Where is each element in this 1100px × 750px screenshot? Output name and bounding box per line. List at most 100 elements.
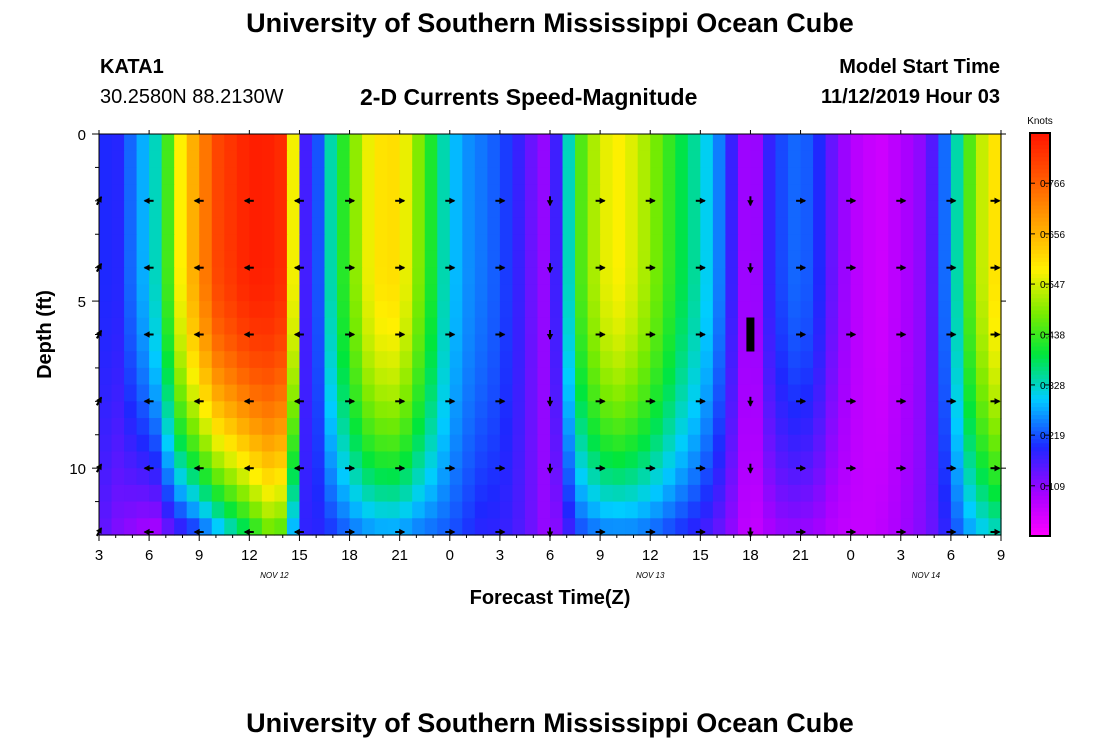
current-arrow-head [243, 264, 250, 271]
heatmap-cell [199, 484, 213, 503]
heatmap-cell [337, 451, 351, 469]
colorbar-segment [1030, 217, 1050, 223]
heatmap-cell [224, 351, 238, 369]
heatmap-cell [474, 468, 488, 486]
heatmap-cell [236, 418, 250, 436]
heatmap-cell [236, 451, 250, 469]
heatmap-cell [575, 250, 589, 269]
heatmap-cell [637, 484, 651, 503]
heatmap-cell [700, 384, 714, 402]
heatmap-cell [537, 167, 551, 185]
colorbar-tick-label: 0.328 [1040, 381, 1065, 392]
heatmap-cell [600, 451, 614, 469]
heatmap-cell [938, 451, 952, 469]
heatmap-cell [650, 501, 664, 519]
heatmap-cell [161, 418, 175, 436]
heatmap-cell [975, 217, 990, 235]
heatmap-cell [99, 501, 113, 519]
heatmap-cell [174, 484, 188, 503]
heatmap-cell [875, 150, 889, 169]
heatmap-cell [838, 484, 852, 503]
heatmap-cell [499, 267, 514, 285]
heatmap-cell [249, 468, 263, 486]
heatmap-cell [637, 334, 651, 352]
heatmap-cell [286, 184, 301, 202]
heatmap-cell [499, 501, 514, 519]
heatmap-cell [286, 418, 301, 436]
heatmap-cell [111, 317, 125, 336]
heatmap-cell [286, 484, 301, 503]
heatmap-cell [900, 351, 914, 369]
colorbar-segment [1030, 157, 1050, 162]
current-arrow-head [950, 331, 957, 338]
colorbar-segment [1030, 390, 1050, 396]
heatmap-cell [800, 217, 814, 235]
colorbar-segment [1030, 451, 1050, 456]
heatmap-cell [362, 451, 376, 469]
heatmap-cell [374, 150, 388, 169]
heatmap-cell [499, 284, 514, 302]
heatmap-cell [550, 317, 564, 336]
heatmap-cell [362, 334, 376, 352]
heatmap-cell [825, 501, 839, 519]
heatmap-cell [537, 501, 551, 519]
heatmap-cell [224, 484, 238, 503]
heatmap-cell [600, 267, 614, 285]
heatmap-cell [925, 284, 939, 302]
heatmap-cell [224, 334, 238, 352]
heatmap-cell [374, 451, 388, 469]
heatmap-cell [612, 384, 626, 402]
heatmap-cell [337, 250, 351, 269]
current-arrow-head [900, 197, 907, 204]
heatmap-cell [838, 217, 852, 235]
heatmap-cell [975, 184, 990, 202]
heatmap-cell [362, 501, 376, 519]
heatmap-cell [211, 234, 225, 252]
heatmap-cell [825, 367, 839, 386]
heatmap-cell [337, 200, 351, 219]
heatmap-cell [625, 134, 639, 152]
heatmap-cell [913, 284, 927, 302]
heatmap-cell [825, 284, 839, 302]
heatmap-cell [449, 250, 463, 269]
heatmap-cell [687, 301, 701, 319]
heatmap-cell [186, 167, 200, 185]
heatmap-cell [136, 150, 150, 169]
heatmap-cell [650, 401, 664, 419]
heatmap-cell [963, 468, 977, 486]
heatmap-cell [524, 150, 539, 169]
heatmap-cell [913, 184, 927, 202]
heatmap-cell [562, 351, 576, 369]
heatmap-cell [149, 250, 163, 269]
heatmap-cell [562, 250, 576, 269]
heatmap-cell [788, 401, 802, 419]
heatmap-cell [424, 468, 438, 486]
heatmap-cell [349, 434, 363, 453]
heatmap-cell [487, 434, 501, 453]
heatmap-cell [900, 267, 914, 285]
heatmap-cell [136, 301, 150, 319]
current-arrow-head [546, 267, 554, 274]
heatmap-cell [512, 317, 526, 336]
heatmap-cell [875, 468, 889, 486]
heatmap-cell [474, 401, 488, 419]
heatmap-cell [963, 418, 977, 436]
heatmap-cell [199, 134, 213, 152]
heatmap-cell [224, 501, 238, 519]
heatmap-cell [550, 484, 564, 503]
heatmap-cell [775, 267, 789, 285]
heatmap-cell [324, 167, 338, 185]
heatmap-cell [712, 234, 726, 252]
heatmap-cell [725, 250, 739, 269]
heatmap-cell [637, 401, 651, 419]
heatmap-cell [311, 434, 326, 453]
x-tick-label: 0 [446, 547, 454, 564]
heatmap-cell [249, 217, 263, 235]
heatmap-cell [813, 501, 827, 519]
heatmap-cell [900, 250, 914, 269]
heatmap-cell [687, 200, 701, 219]
heatmap-cell [349, 384, 363, 402]
heatmap-cell [988, 468, 1002, 486]
heatmap-cell [449, 434, 463, 453]
heatmap-cell [224, 451, 238, 469]
